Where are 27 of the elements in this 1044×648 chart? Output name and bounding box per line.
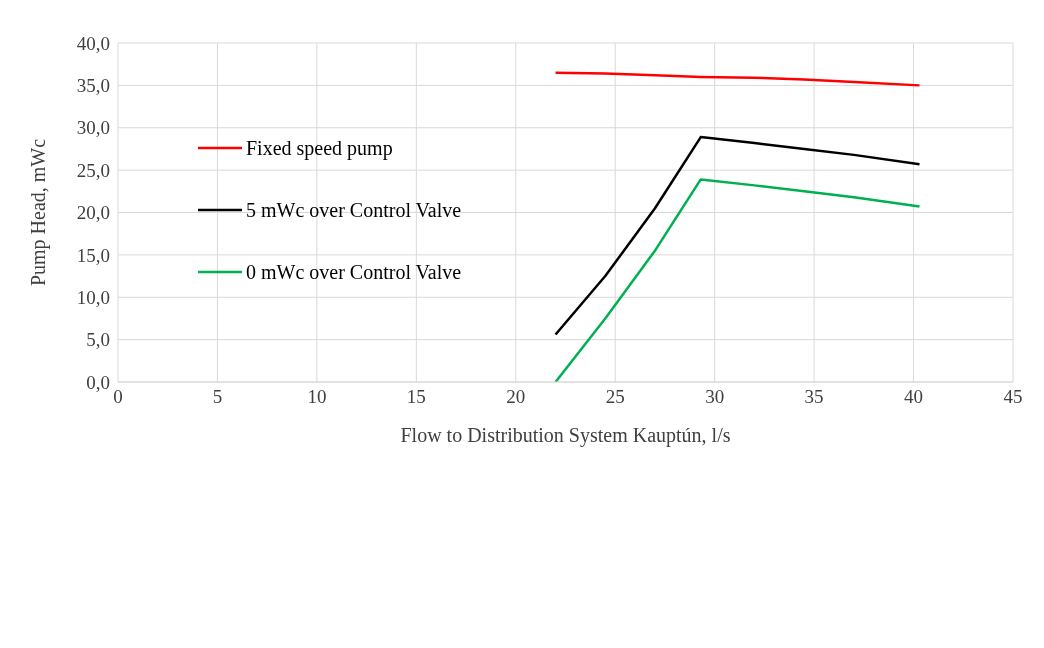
x-tick-label: 35 <box>804 386 824 408</box>
x-tick-label: 0 <box>113 386 123 408</box>
x-axis-title: Flow to Distribution System Kauptún, l/s <box>400 424 731 447</box>
y-tick-label: 10,0 <box>76 286 110 308</box>
legend-label: 0 mWc over Control Valve <box>246 260 462 284</box>
x-tick-label: 15 <box>406 386 426 408</box>
y-tick-label: 40,0 <box>76 32 110 54</box>
line-series <box>554 71 921 87</box>
y-tick-label: 30,0 <box>76 117 110 139</box>
y-tick-label: 0,0 <box>86 371 110 393</box>
y-axis-title: Pump Head, mWc <box>27 138 51 287</box>
y-tick-label: 5,0 <box>86 329 110 351</box>
x-tick-label: 40 <box>904 386 924 408</box>
line-series <box>554 178 921 382</box>
y-tick-label: 20,0 <box>76 202 110 224</box>
x-tick-label: 10 <box>307 386 327 408</box>
x-tick-label: 45 <box>1003 386 1023 408</box>
x-tick-label: 30 <box>705 386 725 408</box>
x-tick-label: 20 <box>506 386 526 408</box>
line-series <box>554 135 921 336</box>
y-tick-label: 15,0 <box>76 244 110 266</box>
x-tick-label: 25 <box>605 386 625 408</box>
y-tick-label: 35,0 <box>76 75 110 97</box>
legend-label: Fixed speed pump <box>246 136 393 160</box>
x-tick-label: 5 <box>212 386 223 408</box>
y-tick-label: 25,0 <box>76 159 110 181</box>
legend-label: 5 mWc over Control Valve <box>246 198 462 222</box>
